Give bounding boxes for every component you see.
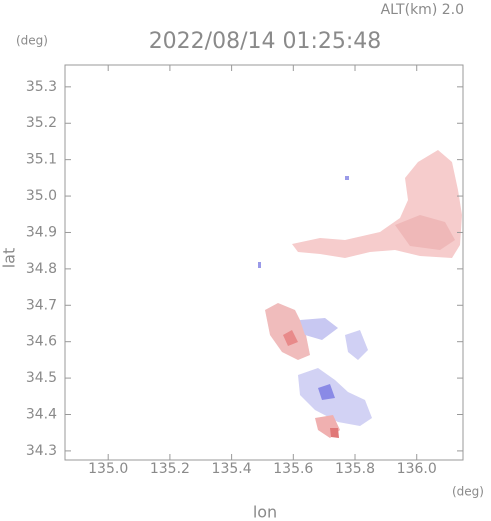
y-tick-label: 34.9 bbox=[26, 224, 57, 240]
plot-frame bbox=[64, 64, 464, 461]
echo-regions bbox=[258, 150, 462, 438]
x-tick-label: 135.2 bbox=[150, 461, 190, 477]
x-tick-label: 135.4 bbox=[212, 461, 252, 477]
y-axis-label: lat bbox=[0, 248, 19, 269]
chart-title: 2022/08/14 01:25:48 bbox=[149, 29, 382, 54]
echo-region bbox=[318, 384, 335, 400]
echo-region bbox=[330, 428, 339, 438]
echo-region bbox=[283, 330, 298, 346]
y-tick-label: 34.8 bbox=[26, 261, 57, 277]
x-tick-label: 136.0 bbox=[397, 461, 437, 477]
y-tick-label: 35.0 bbox=[26, 188, 57, 204]
x-tick-label: 135.8 bbox=[335, 461, 375, 477]
echo-region bbox=[345, 330, 368, 360]
echo-region bbox=[258, 262, 261, 268]
echo-region bbox=[265, 303, 310, 360]
y-unit: (deg) bbox=[16, 34, 48, 48]
x-tick-label: 135.6 bbox=[273, 461, 313, 477]
y-tick-label: 34.4 bbox=[26, 406, 57, 422]
y-tick-label: 35.1 bbox=[26, 152, 57, 168]
echo-region bbox=[300, 318, 338, 340]
echo-region bbox=[345, 176, 349, 180]
y-tick-label: 35.2 bbox=[26, 115, 57, 131]
y-tick-label: 34.6 bbox=[26, 334, 57, 350]
x-tick-label: 135.0 bbox=[88, 461, 128, 477]
x-axis-label: lon bbox=[253, 503, 277, 521]
y-tick-label: 34.3 bbox=[26, 443, 57, 459]
y-tick-label: 34.7 bbox=[26, 297, 57, 313]
y-tick-label: 34.5 bbox=[26, 370, 57, 386]
echo-region bbox=[298, 368, 372, 426]
y-tick-label: 35.3 bbox=[26, 79, 57, 95]
altitude-label: ALT(km) 2.0 bbox=[381, 2, 464, 18]
x-unit: (deg) bbox=[452, 485, 484, 499]
echo-region bbox=[395, 215, 455, 250]
